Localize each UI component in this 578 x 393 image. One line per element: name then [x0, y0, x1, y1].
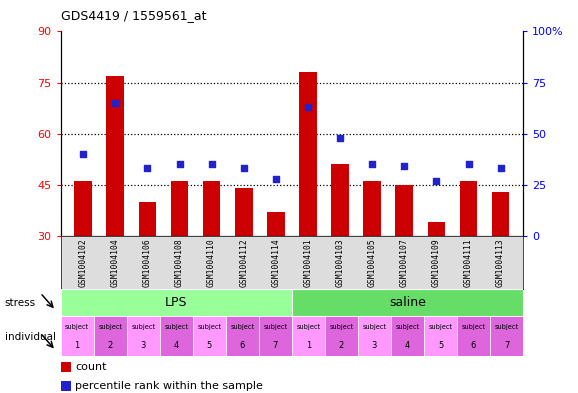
Bar: [259, 316, 292, 356]
Text: subject: subject: [428, 324, 453, 331]
Bar: [358, 316, 391, 356]
Point: [271, 175, 280, 182]
Bar: [457, 316, 490, 356]
Text: GSM1004109: GSM1004109: [432, 239, 441, 287]
Text: GSM1004113: GSM1004113: [496, 239, 505, 287]
Text: subject: subject: [329, 324, 354, 331]
Bar: [127, 316, 160, 356]
Text: individual: individual: [5, 332, 55, 342]
Point: [432, 178, 441, 184]
Text: GSM1004114: GSM1004114: [271, 239, 280, 287]
Bar: [171, 181, 188, 338]
Text: GSM1004107: GSM1004107: [400, 239, 409, 287]
Text: 7: 7: [504, 342, 509, 350]
Bar: [492, 191, 509, 338]
Text: GSM1004101: GSM1004101: [303, 239, 313, 287]
Point: [143, 165, 152, 171]
Text: GSM1004104: GSM1004104: [111, 239, 120, 287]
Text: subject: subject: [164, 324, 188, 331]
Text: 5: 5: [438, 342, 443, 350]
Text: subject: subject: [98, 324, 123, 331]
Text: GDS4419 / 1559561_at: GDS4419 / 1559561_at: [61, 9, 206, 22]
Text: 1: 1: [306, 342, 311, 350]
Text: 3: 3: [140, 342, 146, 350]
Bar: [61, 316, 94, 356]
Bar: [490, 316, 523, 356]
Text: GSM1004102: GSM1004102: [79, 239, 88, 287]
Text: subject: subject: [495, 324, 518, 331]
Bar: [395, 185, 413, 338]
Text: LPS: LPS: [165, 296, 187, 309]
Text: percentile rank within the sample: percentile rank within the sample: [76, 381, 264, 391]
Point: [335, 134, 344, 141]
Text: stress: stress: [5, 298, 36, 308]
Bar: [292, 316, 325, 356]
Text: subject: subject: [362, 324, 387, 331]
Bar: [94, 316, 127, 356]
Point: [110, 100, 120, 106]
Bar: [235, 188, 253, 338]
Point: [399, 163, 409, 169]
Bar: [61, 362, 71, 373]
Bar: [160, 316, 193, 356]
Text: 4: 4: [173, 342, 179, 350]
Bar: [61, 289, 292, 316]
Text: subject: subject: [297, 324, 320, 331]
Text: GSM1004110: GSM1004110: [207, 239, 216, 287]
Bar: [267, 212, 285, 338]
Point: [79, 151, 88, 157]
Text: subject: subject: [131, 324, 155, 331]
Text: subject: subject: [264, 324, 287, 331]
Text: GSM1004103: GSM1004103: [336, 239, 344, 287]
Bar: [226, 316, 259, 356]
Bar: [331, 164, 349, 338]
Bar: [391, 316, 424, 356]
Bar: [428, 222, 445, 338]
Text: subject: subject: [65, 324, 89, 331]
Text: saline: saline: [389, 296, 426, 309]
Bar: [75, 181, 92, 338]
Text: 5: 5: [207, 342, 212, 350]
Bar: [424, 316, 457, 356]
Text: 2: 2: [339, 342, 344, 350]
Text: GSM1004105: GSM1004105: [368, 239, 377, 287]
Bar: [193, 316, 226, 356]
Text: GSM1004108: GSM1004108: [175, 239, 184, 287]
Text: 7: 7: [273, 342, 278, 350]
Point: [239, 165, 249, 171]
Bar: [106, 76, 124, 338]
Bar: [61, 380, 71, 391]
Point: [496, 165, 505, 171]
Point: [368, 161, 377, 167]
Bar: [292, 289, 523, 316]
Bar: [203, 181, 220, 338]
Bar: [139, 202, 156, 338]
Text: subject: subject: [197, 324, 221, 331]
Text: GSM1004106: GSM1004106: [143, 239, 152, 287]
Text: count: count: [76, 362, 107, 372]
Text: 6: 6: [240, 342, 245, 350]
Text: 6: 6: [471, 342, 476, 350]
Text: subject: subject: [230, 324, 254, 331]
Bar: [325, 316, 358, 356]
Bar: [460, 181, 477, 338]
Text: subject: subject: [395, 324, 420, 331]
Text: subject: subject: [461, 324, 486, 331]
Text: GSM1004112: GSM1004112: [239, 239, 248, 287]
Text: 4: 4: [405, 342, 410, 350]
Bar: [364, 181, 381, 338]
Point: [207, 161, 216, 167]
Text: 2: 2: [108, 342, 113, 350]
Point: [464, 161, 473, 167]
Text: 1: 1: [75, 342, 80, 350]
Text: 3: 3: [372, 342, 377, 350]
Bar: [299, 72, 317, 338]
Point: [303, 104, 313, 110]
Text: GSM1004111: GSM1004111: [464, 239, 473, 287]
Point: [175, 161, 184, 167]
